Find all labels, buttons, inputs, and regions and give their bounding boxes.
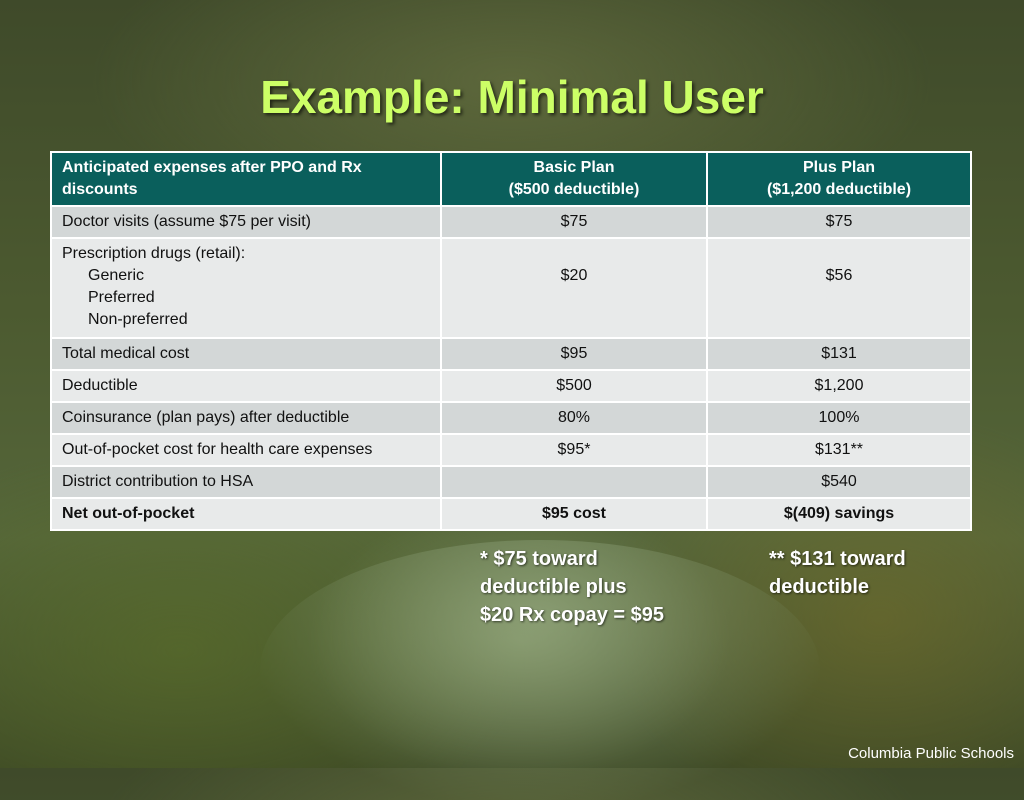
plus-value: $1,200: [706, 369, 972, 403]
row-label: Doctor visits (assume $75 per visit): [50, 205, 442, 239]
basic-value: $500: [440, 369, 708, 403]
basic-plan-deductible: ($500 deductible): [508, 181, 640, 198]
row-label: Coinsurance (plan pays) after deductible: [50, 401, 442, 435]
basic-value: 80%: [440, 401, 708, 435]
row-label: District contribution to HSA: [50, 465, 442, 499]
plan-comparison-table: Anticipated expenses after PPO and Rx di…: [50, 151, 972, 531]
row-label: Out-of-pocket cost for health care expen…: [50, 433, 442, 467]
plus-value: 100%: [706, 401, 972, 435]
row-label: Net out-of-pocket: [50, 497, 442, 531]
rx-generic: Generic: [88, 267, 145, 284]
note-line: * $75 toward: [480, 548, 598, 570]
table-row: Out-of-pocket cost for health care expen…: [50, 433, 972, 467]
plus-value: $131**: [706, 433, 972, 467]
background-path: [260, 540, 820, 800]
rx-label: Prescription drugs (retail):: [62, 245, 246, 262]
table-row-total: Net out-of-pocket $95 cost $(409) savings: [50, 497, 972, 531]
plus-value: $540: [706, 465, 972, 499]
header-basic-plan: Basic Plan ($500 deductible): [440, 151, 708, 207]
table-row: District contribution to HSA $540: [50, 465, 972, 499]
basic-value: $95: [440, 337, 708, 371]
basic-value: $95 cost: [440, 497, 708, 531]
rx-preferred: Preferred: [88, 289, 155, 306]
plus-plan-deductible: ($1,200 deductible): [766, 181, 912, 198]
plus-value: $(409) savings: [706, 497, 972, 531]
plus-value: $75: [706, 205, 972, 239]
plus-value: $56: [706, 237, 972, 339]
row-label: Deductible: [50, 369, 442, 403]
plus-plan-footnote: ** $131 toward deductible: [769, 545, 906, 601]
table-header: Anticipated expenses after PPO and Rx di…: [50, 151, 972, 207]
header-plus-plan: Plus Plan ($1,200 deductible): [706, 151, 972, 207]
basic-value: $20: [440, 237, 708, 339]
basic-plan-name: Basic Plan: [533, 159, 615, 176]
header-expenses: Anticipated expenses after PPO and Rx di…: [50, 151, 442, 207]
basic-value: [440, 465, 708, 499]
note-line: $20 Rx copay = $95: [480, 604, 665, 626]
row-label: Prescription drugs (retail): Generic Prefe…: [50, 237, 442, 339]
footer-organization: Columbia Public Schools: [848, 745, 1014, 762]
slide-title: Example: Minimal User: [260, 71, 764, 123]
rx-non-preferred: Non-preferred: [88, 311, 188, 328]
row-label: Total medical cost: [50, 337, 442, 371]
table-row: Prescription drugs (retail): Generic Prefe…: [50, 237, 972, 339]
basic-plan-footnote: * $75 toward deductible plus $20 Rx copa…: [480, 545, 664, 629]
plus-value: $131: [706, 337, 972, 371]
table-row: Doctor visits (assume $75 per visit) $75 $…: [50, 205, 972, 239]
note-line: deductible: [769, 576, 870, 598]
table-row: Coinsurance (plan pays) after deductible…: [50, 401, 972, 435]
note-line: deductible plus: [480, 576, 627, 598]
basic-value: $75: [440, 205, 708, 239]
note-line: ** $131 toward: [769, 548, 906, 570]
plus-plan-name: Plus Plan: [802, 159, 876, 176]
table-row: Deductible $500 $1,200: [50, 369, 972, 403]
basic-value: $95*: [440, 433, 708, 467]
table-row: Total medical cost $95 $131: [50, 337, 972, 371]
